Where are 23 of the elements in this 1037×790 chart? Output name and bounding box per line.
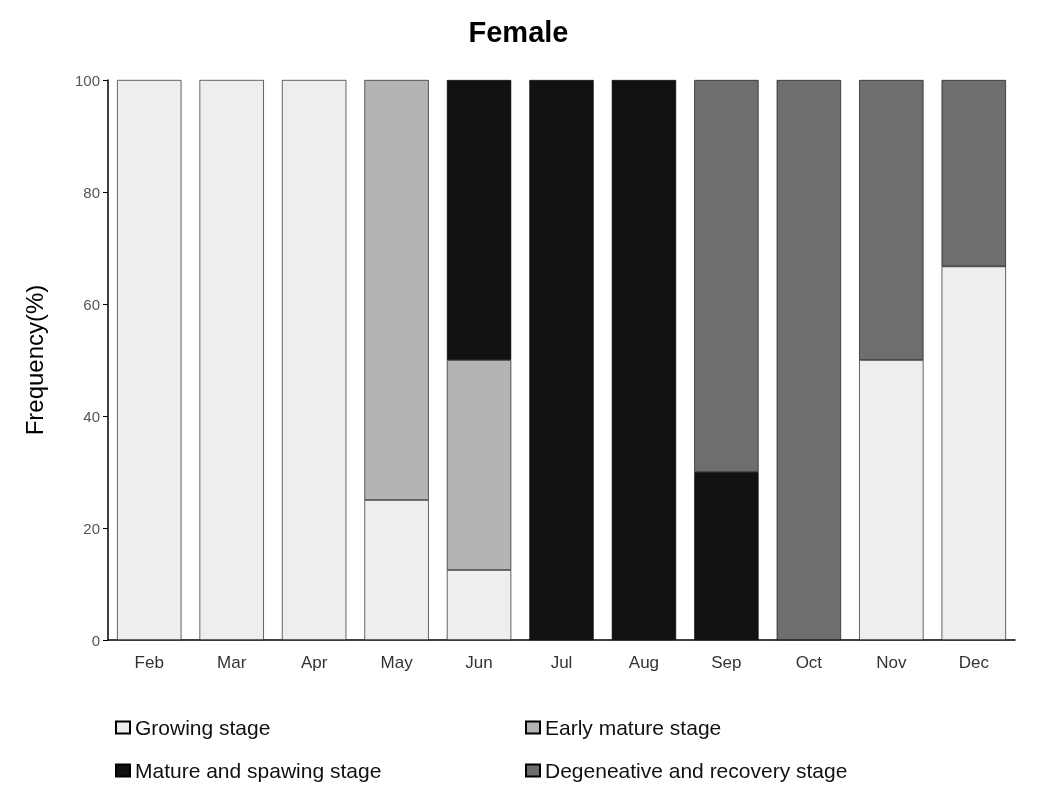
x-tick-label: Aug: [628, 653, 660, 672]
x-tick-label: May: [380, 653, 414, 672]
y-tick-label: 20: [83, 519, 100, 537]
y-tick-label: 100: [74, 71, 100, 89]
x-tick-label: Sep: [711, 653, 742, 672]
x-tick-label: Oct: [795, 653, 823, 672]
legend-label: Growing stage: [135, 716, 271, 739]
x-tick-label: Jul: [550, 653, 573, 672]
x-tick-label: Nov: [876, 653, 907, 672]
x-tick-label: Jun: [465, 653, 493, 672]
x-tick-label: Mar: [217, 653, 247, 672]
y-tick-label: 0: [91, 631, 100, 649]
legend-label: Degeneative and recovery stage: [545, 759, 848, 782]
y-tick-label: 60: [83, 295, 100, 313]
chart-title: Female: [468, 15, 569, 48]
x-tick-label: Feb: [134, 653, 164, 672]
y-axis-title: Frequency(%): [20, 284, 48, 436]
y-tick-label: 80: [83, 183, 100, 201]
legend-label: Early mature stage: [545, 716, 722, 739]
legend-label: Mature and spawing stage: [135, 759, 382, 782]
x-tick-label: Dec: [958, 653, 990, 672]
y-tick-label: 40: [83, 407, 100, 425]
x-tick-label: Apr: [300, 653, 328, 672]
